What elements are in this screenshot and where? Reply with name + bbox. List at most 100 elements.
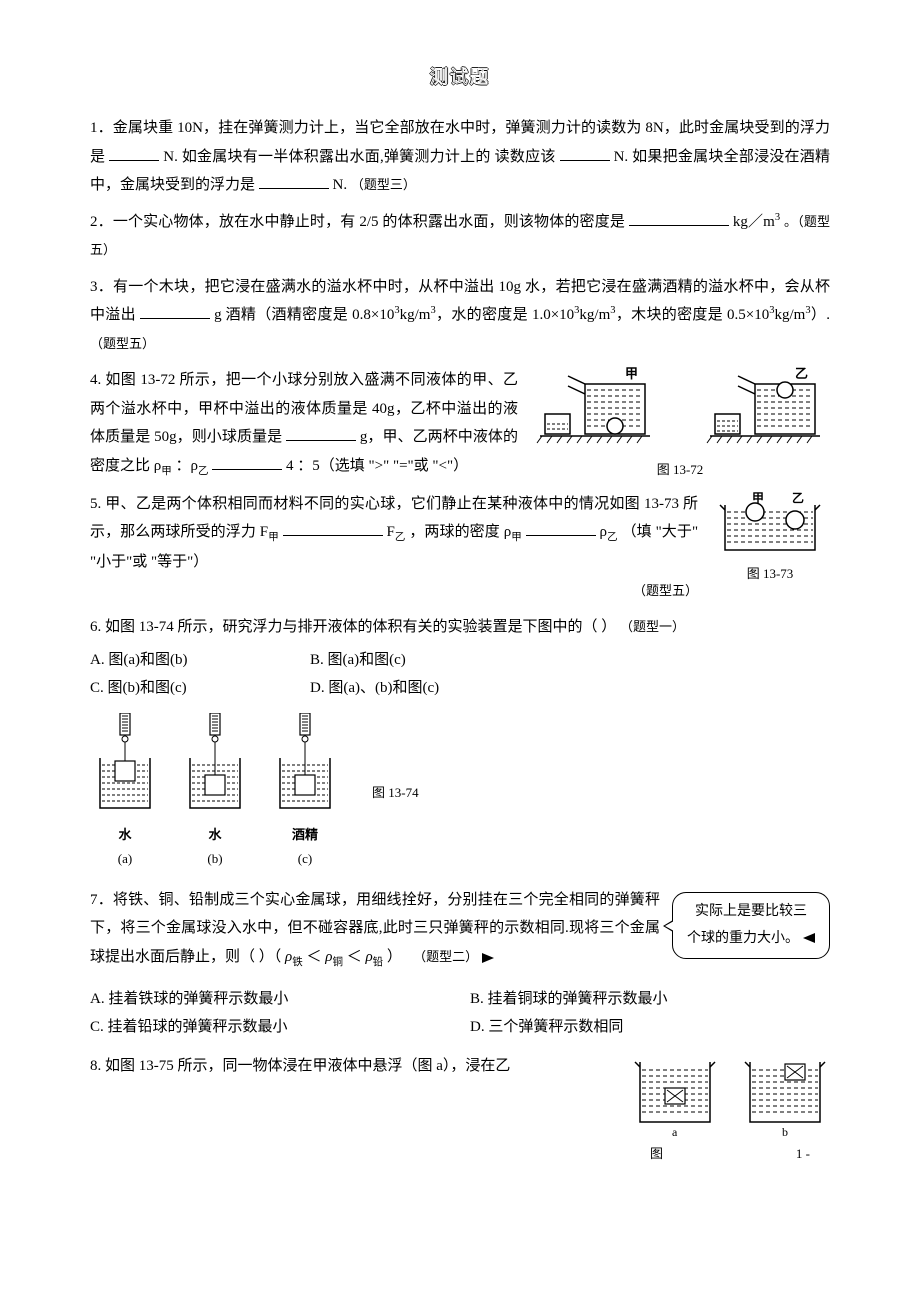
q5-sub3: 甲 — [511, 532, 522, 543]
question-6: 6. 如图 13-74 所示，研究浮力与排开液体的体积有关的实验装置是下图中的（… — [90, 613, 830, 703]
q2-sup: 3 — [775, 212, 780, 223]
label-yi: 乙 — [795, 366, 808, 381]
question-7: 7．将铁、铜、铅制成三个实心金属球，用细线拴好，分别挂在三个完全相同的弹簧秤下，… — [90, 886, 660, 973]
spring-beaker-a-icon — [90, 713, 160, 823]
q6-opt-c: C. 图(b)和图(c) — [90, 674, 290, 703]
figure-13-75: a — [630, 1052, 830, 1167]
q5-text-b: F — [386, 524, 394, 540]
q7-opt-a: A. 挂着铁球的弹簧秤示数最小 — [90, 985, 450, 1014]
q5-text-c: ，两球的密度 ρ — [409, 524, 511, 540]
fig-a-liquid: 水 — [90, 823, 160, 848]
fig-a-tag: (a) — [90, 847, 160, 872]
q5-sub2: 乙 — [395, 532, 406, 543]
q7-note: （题型二） — [413, 949, 478, 964]
q1-note: （题型三） — [351, 177, 416, 192]
question-8: 8. 如图 13-75 所示，同一物体浸在甲液体中悬浮（图 a），浸在乙 — [90, 1052, 618, 1081]
blank — [560, 143, 610, 161]
q1-text-b: N. 如金属块有一半体积露出水面,弹簧测力计上的 读数应该 — [163, 149, 555, 165]
q5-sub1: 甲 — [268, 532, 279, 543]
fig-c: 酒精 (c) — [270, 713, 340, 872]
blank — [259, 172, 329, 190]
q5-sub4: 乙 — [607, 532, 618, 543]
fig-c-tag: (c) — [270, 847, 340, 872]
question-7-row: 7．将铁、铜、铅制成三个实心金属球，用细线拴好，分别挂在三个完全相同的弹簧秤下，… — [90, 886, 830, 981]
blank — [212, 452, 282, 470]
label-jia: 甲 — [625, 366, 638, 381]
hint-line1: 实际上是要比较三 — [687, 899, 815, 926]
fig-13-75-label-suffix: 1 - — [796, 1142, 810, 1167]
q6-options: A. 图(a)和图(b) B. 图(a)和图(c) C. 图(b)和图(c) D… — [90, 646, 830, 703]
blank — [526, 519, 596, 537]
fig-b: 水 (b) — [180, 713, 250, 872]
q4-text-d: 4 ：5（选填 ">" "="或 "<"） — [286, 458, 468, 474]
fig-13-74-label: 图 13-74 — [372, 781, 419, 806]
fig-13-72-label: 图 13-72 — [530, 458, 830, 483]
sub-fe: 铁 — [292, 957, 303, 968]
fig-a: 水 (a) — [90, 713, 160, 872]
lt2: ＜ — [347, 949, 362, 965]
q4-sub1: 甲 — [161, 466, 172, 477]
q3-text-d: ，水的密度是 1.0×10 — [436, 307, 574, 323]
q5-note: （题型五） — [633, 583, 698, 598]
q7-opt-d: D. 三个弹簧秤示数相同 — [470, 1013, 830, 1042]
fig-b-tag: (b) — [180, 847, 250, 872]
q3-text-e: kg/m — [579, 307, 610, 323]
q7-opt-b: B. 挂着铜球的弹簧秤示数最小 — [470, 985, 830, 1014]
question-5-row: 5. 甲、乙是两个体积相同而材料不同的实心球，它们静止在某种液体中的情况如图 1… — [90, 490, 830, 613]
two-balls-beaker-icon: 甲 乙 — [710, 490, 830, 560]
question-3: 3．有一个木块，把它浸在盛满水的溢水杯中时，从杯中溢出 10g 水，若把它浸在盛… — [90, 273, 830, 359]
sub-cu: 铜 — [332, 957, 343, 968]
q6-opt-b: B. 图(a)和图(c) — [310, 646, 510, 675]
q7-options: A. 挂着铁球的弹簧秤示数最小 B. 挂着铜球的弹簧秤示数最小 C. 挂着铅球的… — [90, 985, 830, 1042]
figure-13-74: 水 (a) — [90, 713, 830, 872]
question-4-row: 4. 如图 13-72 所示，把一个小球分别放入盛满不同液体的甲、乙两个溢水杯中… — [90, 366, 830, 489]
blank — [286, 424, 356, 442]
q1-text-d: N. — [333, 177, 348, 193]
q7-text-b: ） — [387, 949, 402, 965]
hint-bubble: 实际上是要比较三 个球的重力大小。 — [672, 892, 830, 959]
overflow-cups-icon: 甲 — [530, 366, 830, 456]
q3-text-g: kg/m — [775, 307, 806, 323]
q4-text-c: ：ρ — [176, 458, 199, 474]
blank — [629, 208, 729, 226]
q7-text-a: 7．将铁、铜、铅制成三个实心金属球，用细线拴好，分别挂在三个完全相同的弹簧秤下，… — [90, 892, 660, 965]
q3-text-b: g 酒精（酒精密度是 0.8×10 — [214, 307, 394, 323]
figure-13-73: 甲 乙 图 13-73 — [710, 490, 830, 587]
hint-line2: 个球的重力大小。 — [687, 926, 815, 953]
two-beakers-icon: a — [630, 1052, 830, 1142]
question-2: 2．一个实心物体，放在水中静止时，有 2/5 的体积露出水面，则该物体的密度是 … — [90, 208, 830, 265]
sub-pb: 铅 — [373, 957, 384, 968]
q8-text-a: 8. 如图 13-75 所示，同一物体浸在甲液体中悬浮（图 a），浸在乙 — [90, 1058, 510, 1074]
blank — [140, 302, 210, 320]
q3-text-f: ，木块的密度是 0.5×10 — [616, 307, 770, 323]
q2-text-a: 2．一个实心物体，放在水中静止时，有 2/5 的体积露出水面，则该物体的密度是 — [90, 214, 625, 230]
question-5: 5. 甲、乙是两个体积相同而材料不同的实心球，它们静止在某种液体中的情况如图 1… — [90, 490, 698, 605]
q2-unit: kg／m — [733, 214, 775, 230]
q3-text-h: ）. — [811, 307, 830, 323]
figure-13-72: 甲 — [530, 366, 830, 483]
fig-13-73-label: 图 13-73 — [710, 562, 830, 587]
q6-text-a: 6. 如图 13-74 所示，研究浮力与排开液体的体积有关的实验装置是下图中的（… — [90, 619, 616, 635]
fig-c-liquid: 酒精 — [270, 823, 340, 848]
lt1: ＜ — [306, 949, 321, 965]
spring-beaker-b-icon — [180, 713, 250, 823]
fig-b-liquid: 水 — [180, 823, 250, 848]
label-yi-5: 乙 — [792, 491, 804, 505]
question-8-row: 8. 如图 13-75 所示，同一物体浸在甲液体中悬浮（图 a），浸在乙 — [90, 1052, 830, 1167]
q6-opt-d: D. 图(a)、(b)和图(c) — [310, 674, 510, 703]
rho-pb: ρ — [365, 949, 372, 965]
q6-note: （题型一） — [620, 619, 685, 634]
blank — [283, 519, 383, 537]
q7-opt-c: C. 挂着铅球的弹簧秤示数最小 — [90, 1013, 450, 1042]
q5-text-d: ρ — [600, 524, 608, 540]
q6-opt-a: A. 图(a)和图(b) — [90, 646, 290, 675]
fig-b-tag-8: b — [782, 1125, 788, 1139]
spring-beaker-c-icon — [270, 713, 340, 823]
question-1: 1．金属块重 10N，挂在弹簧测力计上，当它全部放在水中时，弹簧测力计的读数为 … — [90, 114, 830, 200]
question-4: 4. 如图 13-72 所示，把一个小球分别放入盛满不同液体的甲、乙两个溢水杯中… — [90, 366, 518, 481]
hint-box: 实际上是要比较三 个球的重力大小。 — [672, 892, 830, 959]
q4-sub2: 乙 — [198, 466, 209, 477]
q3-note: （题型五） — [90, 336, 155, 351]
fig-13-75-label-prefix: 图 — [650, 1142, 663, 1167]
arrow-right-icon — [482, 953, 494, 963]
